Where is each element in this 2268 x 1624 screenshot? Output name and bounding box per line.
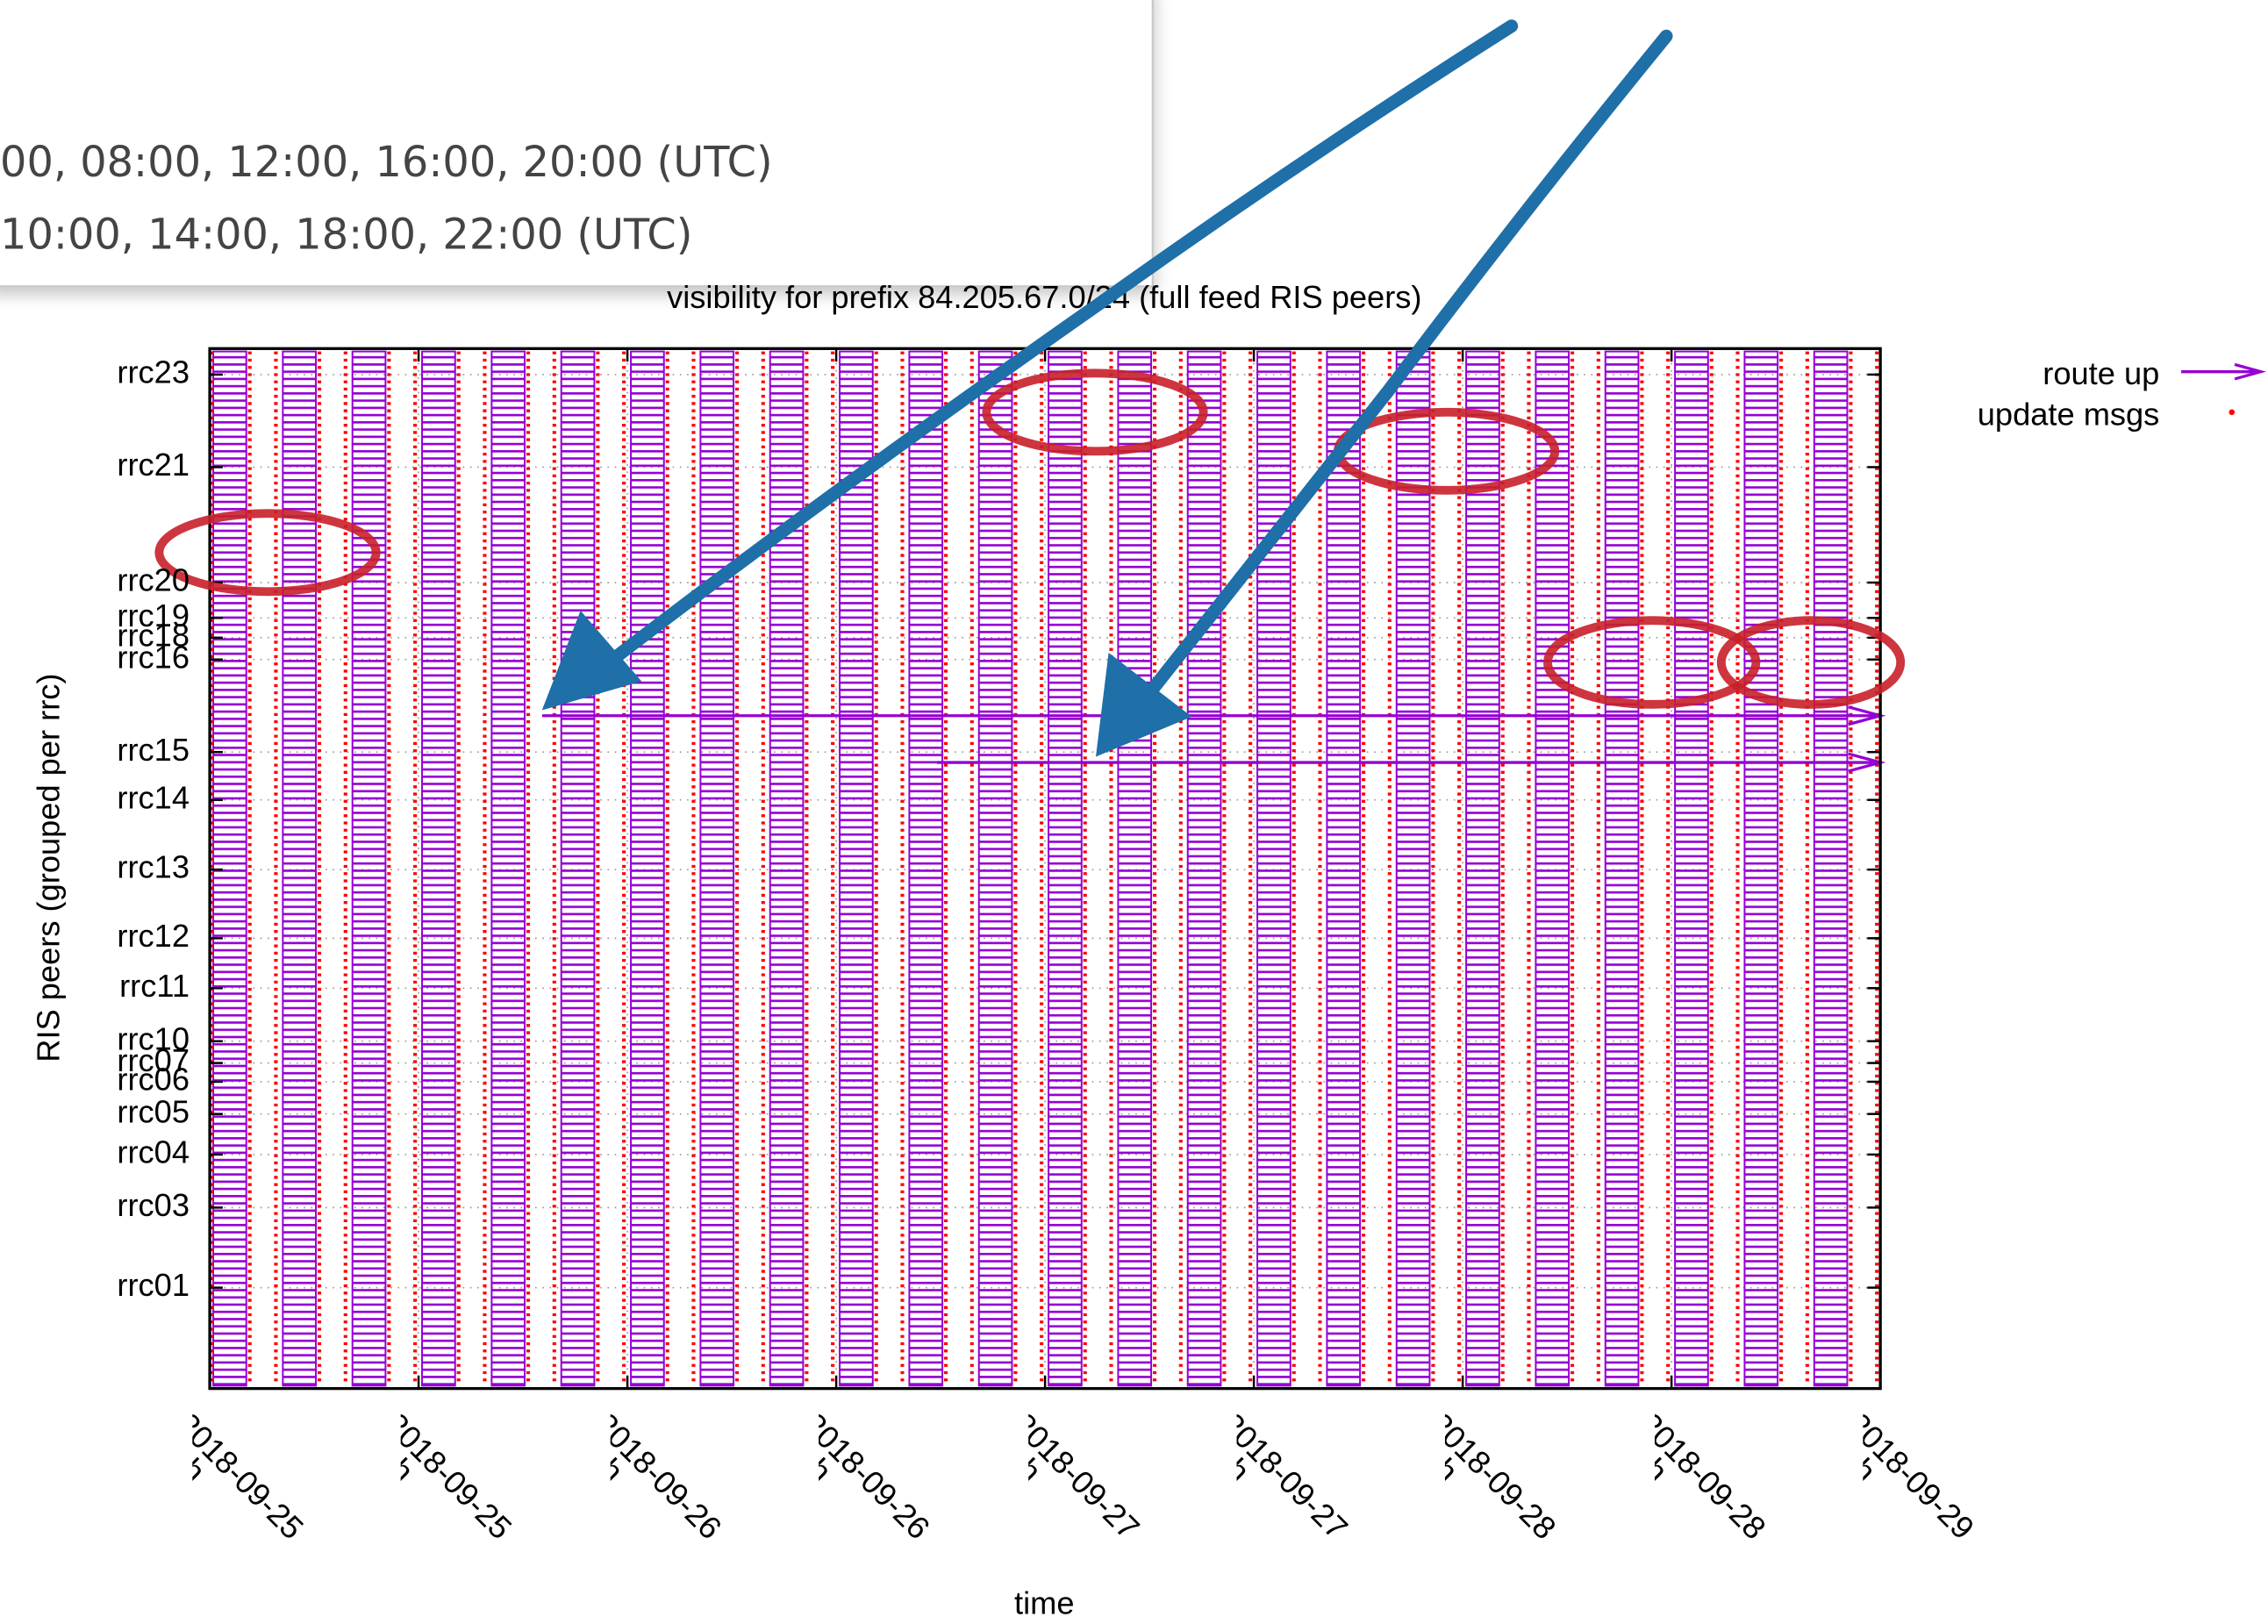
- route-up-period: [490, 350, 526, 1387]
- legend-swatch: [2229, 409, 2236, 416]
- annotation-arrow: [1110, 29, 1673, 741]
- route-up-period: [282, 350, 318, 1387]
- tooltip-box: [0, 0, 1155, 288]
- route-up-period: [1743, 350, 1779, 1387]
- y-tick-label: rrc23: [117, 354, 190, 390]
- arrow-head: [541, 610, 642, 711]
- route-up-period: [1048, 350, 1083, 1387]
- route-up-period: [1535, 350, 1570, 1387]
- route-up-period: [1326, 350, 1362, 1387]
- y-tick-label: rrc04: [117, 1134, 190, 1170]
- route-up-period: [1813, 350, 1849, 1387]
- x-tick-label: 2018-09-29 00h: [1863, 1408, 1982, 1547]
- x-tick-label: 2018-09-25 00h: [192, 1408, 311, 1547]
- y-tick-label: rrc01: [117, 1267, 190, 1303]
- route-up-period: [351, 350, 387, 1387]
- tooltip-line: 10:00, 14:00, 18:00, 22:00 (UTC): [0, 211, 692, 259]
- legend: route up update msgs: [1978, 355, 2266, 432]
- x-tick-label: 2018-09-27 00h: [1027, 1408, 1147, 1547]
- y-tick-label: rrc03: [117, 1187, 190, 1223]
- tooltip: 00, 08:00, 12:00, 16:00, 20:00 (UTC) 10:…: [0, 0, 1155, 288]
- y-tick-label: rrc19: [117, 597, 190, 633]
- x-tick-label: 2018-09-28 00h: [1445, 1408, 1564, 1547]
- x-tick-label-box: 2018-09-29 00h: [1863, 1408, 1982, 1547]
- legend-label: update msgs: [1978, 396, 2160, 432]
- x-tick-label: 2018-09-27 12h: [1236, 1408, 1356, 1547]
- route-up-period: [1395, 350, 1431, 1387]
- route-up-period: [1186, 350, 1222, 1387]
- x-tick-label: 2018-09-26 12h: [819, 1408, 938, 1547]
- legend-swatch: [2234, 362, 2266, 381]
- route-up-period: [630, 350, 665, 1387]
- x-tick-label: 2018-09-28 12h: [1654, 1408, 1773, 1547]
- route-up-period: [977, 350, 1013, 1387]
- y-tick-label: rrc12: [117, 918, 190, 954]
- annotations: [154, 19, 1906, 757]
- y-tick-label: rrc21: [117, 447, 190, 483]
- y-tick-label: rrc11: [119, 968, 190, 1004]
- highlight-ellipse: [154, 509, 381, 597]
- route-up-period: [1674, 350, 1709, 1387]
- route-up-period: [839, 350, 874, 1387]
- route-up-period: [560, 350, 596, 1387]
- y-tick-label: rrc14: [117, 779, 190, 815]
- highlight-ellipse: [1543, 616, 1761, 709]
- x-tick-label: 2018-09-25 12h: [401, 1408, 519, 1547]
- y-tick-label: rrc06: [117, 1062, 190, 1098]
- annotation-arrow: [564, 19, 1519, 698]
- highlight-ellipse: [1716, 616, 1906, 709]
- route-up-period: [699, 350, 735, 1387]
- route-up-period: [1256, 350, 1291, 1387]
- y-tick-label: rrc16: [117, 639, 190, 675]
- route-up-period: [908, 350, 944, 1387]
- tooltip-line: 00, 08:00, 12:00, 16:00, 20:00 (UTC): [0, 139, 773, 187]
- y-tick-label: rrc15: [117, 732, 190, 768]
- route-up-period: [1117, 350, 1153, 1387]
- y-tick-label: rrc10: [117, 1020, 190, 1056]
- arrow-head: [1095, 652, 1192, 757]
- highlight-ellipse: [1334, 407, 1560, 495]
- route-up-period: [1465, 350, 1500, 1387]
- y-tick-label: rrc05: [117, 1093, 190, 1129]
- legend-label: route up: [2043, 355, 2159, 391]
- y-tick-label: rrc20: [117, 562, 190, 598]
- plot-area: [208, 348, 1886, 1389]
- highlight-ellipse: [982, 368, 1208, 456]
- route-up-period: [421, 350, 456, 1387]
- y-tick-label: rrc18: [117, 617, 190, 653]
- route-up-period: [1604, 350, 1640, 1387]
- chart-title: visibility for prefix 84.205.67.0/24 (fu…: [667, 279, 1421, 315]
- x-axis-label: time: [1014, 1585, 1074, 1620]
- y-tick-label: rrc07: [117, 1042, 190, 1078]
- x-tick-label: 2018-09-26 00h: [610, 1408, 729, 1547]
- route-up-period: [769, 350, 805, 1387]
- y-axis-label: RIS peers (grouped per rrc): [30, 674, 66, 1062]
- y-tick-label: rrc13: [117, 849, 190, 885]
